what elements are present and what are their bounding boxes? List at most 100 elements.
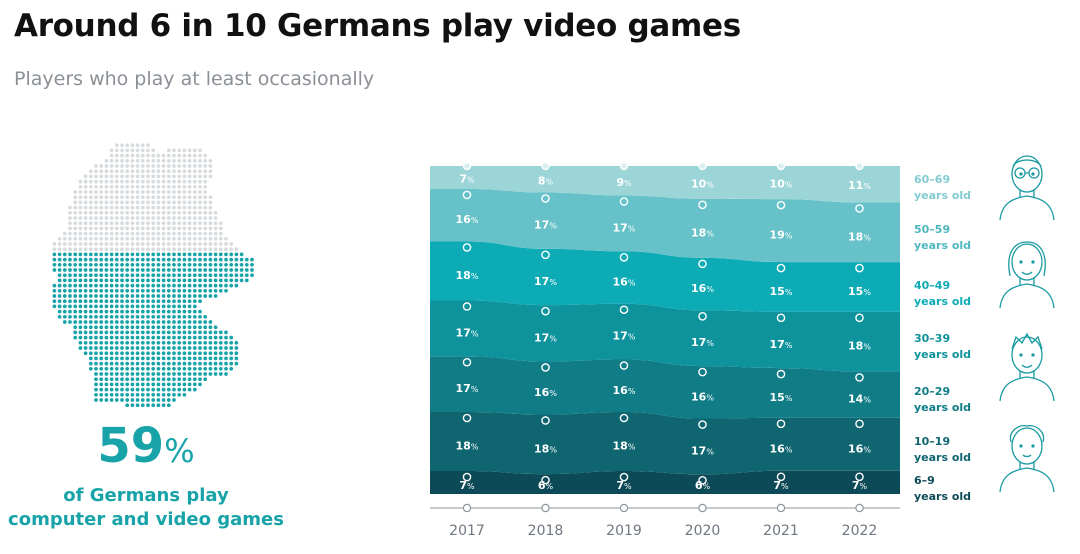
map-dot-empty: [166, 242, 171, 246]
map-dot-filled: [203, 366, 208, 371]
data-label: 16%: [613, 276, 636, 289]
map-dot-filled: [104, 366, 109, 371]
map-dot-filled: [114, 340, 119, 345]
map-dot-filled: [218, 268, 223, 272]
map-dot-filled: [146, 309, 150, 314]
map-dot-filled: [187, 299, 192, 304]
map-dot-empty: [120, 247, 124, 252]
map-dot-filled: [151, 273, 156, 278]
boundary-marker: [698, 200, 707, 210]
map-dot-filled: [146, 366, 150, 371]
map-dot-filled: [156, 304, 161, 309]
boundary-marker: [855, 419, 864, 429]
map-dot-filled: [62, 288, 67, 293]
map-dot-filled: [104, 273, 109, 278]
map-dot-filled: [166, 325, 171, 330]
map-dot-empty: [161, 221, 166, 226]
map-dot-filled: [78, 346, 83, 350]
map-dot-empty: [135, 247, 140, 252]
map-dot-filled: [198, 257, 202, 262]
map-dot-filled: [94, 351, 98, 356]
map-dot-empty: [182, 216, 187, 220]
map-dot-filled: [161, 314, 166, 319]
map-dot-empty: [198, 169, 202, 174]
map-dot-filled: [68, 314, 72, 319]
x-tick-label: 2017: [449, 523, 485, 539]
map-dot-filled: [146, 268, 150, 272]
x-axis-marker: [855, 503, 864, 513]
data-label-value: 17: [613, 330, 628, 343]
map-dot-empty: [172, 164, 176, 168]
map-dot-empty: [166, 205, 171, 210]
map-dot-empty: [192, 205, 197, 210]
map-dot-empty: [120, 184, 124, 189]
map-dot-filled: [94, 382, 98, 387]
map-dot-empty: [182, 242, 187, 246]
map-dot-empty: [187, 216, 192, 220]
map-dot-empty: [114, 148, 119, 153]
map-dot-empty: [172, 242, 176, 246]
map-dot-filled: [177, 330, 182, 335]
data-label-unit: %: [781, 482, 789, 491]
map-dot-filled: [109, 325, 114, 330]
map-dot-empty: [125, 174, 130, 179]
map-dot-empty: [135, 195, 140, 200]
map-dot-empty: [104, 226, 109, 231]
map-dot-empty: [198, 164, 202, 168]
map-dot-filled: [166, 268, 171, 272]
data-label-unit: %: [706, 285, 714, 294]
boundary-marker: [776, 419, 786, 429]
map-dot-filled: [135, 351, 140, 356]
map-dot-filled: [104, 288, 109, 293]
map-dot-empty: [146, 153, 150, 158]
map-dot-filled: [99, 346, 104, 350]
x-tick-label: 2022: [842, 523, 878, 539]
map-dot-empty: [120, 216, 124, 220]
map-dot-filled: [187, 346, 192, 350]
map-dot-filled: [151, 340, 156, 345]
map-dot-filled: [135, 398, 140, 402]
map-dot-empty: [198, 190, 202, 194]
map-dot-filled: [198, 273, 202, 278]
map-dot-filled: [83, 335, 88, 340]
map-dot-empty: [125, 179, 130, 184]
map-dot-filled: [52, 283, 57, 288]
data-label-unit: %: [549, 278, 557, 287]
map-dot-filled: [57, 283, 62, 288]
map-dot-empty: [135, 164, 140, 168]
boundary-marker: [462, 190, 472, 200]
map-dot-filled: [94, 377, 98, 382]
map-dot-filled: [192, 288, 197, 293]
data-label-value: 18: [534, 442, 549, 455]
map-dot-filled: [130, 314, 135, 319]
map-dot-filled: [198, 356, 202, 361]
map-dot-filled: [135, 294, 140, 298]
map-dot-filled: [244, 278, 249, 283]
map-dot-empty: [104, 174, 109, 179]
map-dot-filled: [125, 257, 130, 262]
map-dot-empty: [182, 236, 187, 241]
data-label: 18%: [848, 230, 871, 243]
map-dot-filled: [166, 392, 171, 397]
map-dot-filled: [203, 252, 208, 257]
map-dot-empty: [156, 216, 161, 220]
data-label-unit: %: [549, 222, 557, 231]
map-dot-filled: [104, 262, 109, 267]
map-dot-filled: [125, 273, 130, 278]
map-dot-filled: [218, 361, 223, 366]
map-dot-filled: [208, 294, 213, 298]
map-dot-empty: [177, 221, 182, 226]
map-dot-empty: [83, 226, 88, 231]
map-dot-filled: [125, 268, 130, 272]
map-dot-empty: [198, 236, 202, 241]
map-dot-filled: [151, 299, 156, 304]
map-dot-empty: [120, 242, 124, 246]
map-dot-filled: [130, 278, 135, 283]
map-dot-empty: [156, 158, 161, 163]
map-dot-empty: [172, 247, 176, 252]
map-dot-filled: [109, 330, 114, 335]
map-dot-filled: [166, 252, 171, 257]
map-dot-empty: [187, 158, 192, 163]
map-dot-filled: [203, 325, 208, 330]
icon-body: [999, 467, 1055, 493]
